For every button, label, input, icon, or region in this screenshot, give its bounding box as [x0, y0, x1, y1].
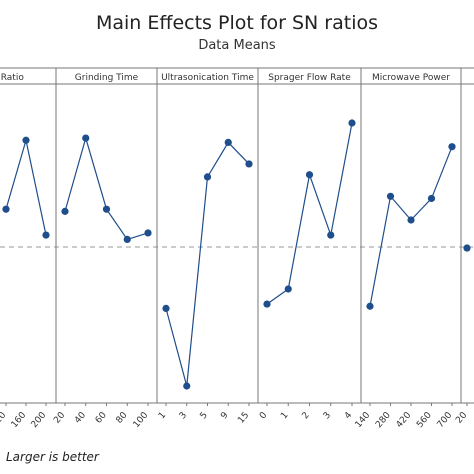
data-point: [82, 134, 90, 142]
data-point: [42, 231, 50, 239]
x-tick-label: 9: [219, 410, 231, 421]
data-point: [183, 382, 191, 390]
x-tick-label: 15: [236, 411, 251, 426]
data-point: [123, 235, 131, 244]
x-tick-label: 560: [415, 410, 434, 430]
data-point: [366, 302, 374, 310]
x-tick-label: 4: [343, 410, 355, 421]
panel-frame: [156, 67, 259, 404]
panel-frame: [257, 67, 362, 404]
data-point: [327, 231, 335, 239]
x-tick-label: 1: [279, 411, 290, 422]
x-tick-label: 5: [198, 411, 209, 422]
data-point: [448, 143, 456, 151]
x-tick-label: 20: [454, 410, 469, 425]
data-point: [263, 300, 271, 308]
data-point: [22, 136, 30, 144]
data-point: [386, 192, 395, 200]
x-tick-label: 160: [10, 410, 29, 430]
x-tick-label: 3: [322, 411, 333, 422]
x-tick-label: 3: [178, 411, 189, 422]
data-point: [61, 207, 69, 215]
x-tick-label: 200: [30, 410, 49, 430]
footnote-larger-is-better: Larger is better: [6, 450, 99, 464]
panel-frame: [55, 67, 158, 404]
x-tick-label: 1: [157, 411, 168, 422]
panel-label: g Ratio: [0, 73, 24, 83]
x-tick-label: 140: [354, 410, 373, 430]
data-point: [203, 173, 212, 181]
series-line: [369, 146, 453, 307]
panel-frame: [360, 67, 462, 404]
data-point: [144, 229, 152, 237]
data-point: [2, 205, 10, 213]
x-tick-label: 60: [94, 410, 109, 425]
panel-label: Microwave Power: [372, 73, 450, 83]
x-tick-label: 40: [73, 410, 88, 425]
x-tick-label: 2: [300, 411, 311, 422]
data-point: [427, 194, 436, 203]
x-tick-label: 20: [52, 410, 67, 425]
x-tick-label: 280: [374, 410, 393, 430]
data-point: [305, 171, 314, 179]
panel-label: Grinding Time: [75, 73, 139, 83]
chart-subtitle: Data Means: [198, 38, 276, 53]
panel-label: Sprager Flow Rate: [268, 73, 351, 83]
data-point: [245, 160, 253, 168]
data-point: [224, 138, 232, 147]
x-tick-label: 0: [258, 410, 270, 421]
data-point: [284, 285, 292, 293]
series-line: [64, 135, 149, 241]
x-tick-label: 100: [132, 410, 151, 430]
chart-title: Main Effects Plot for SN ratios: [95, 12, 379, 34]
series-line: [5, 140, 47, 236]
data-point: [348, 119, 356, 127]
data-point: [407, 216, 415, 224]
panel-label: Ultrasonication Time: [161, 73, 254, 83]
x-tick-label: 420: [395, 410, 414, 430]
data-point: [162, 304, 170, 312]
x-tick-label: 80: [115, 410, 130, 425]
data-point: [463, 244, 471, 252]
x-tick-label: 20: [0, 410, 8, 425]
series-line: [266, 122, 353, 305]
x-tick-label: 700: [436, 410, 455, 430]
data-point: [102, 205, 111, 213]
panel-frame: [460, 67, 474, 404]
